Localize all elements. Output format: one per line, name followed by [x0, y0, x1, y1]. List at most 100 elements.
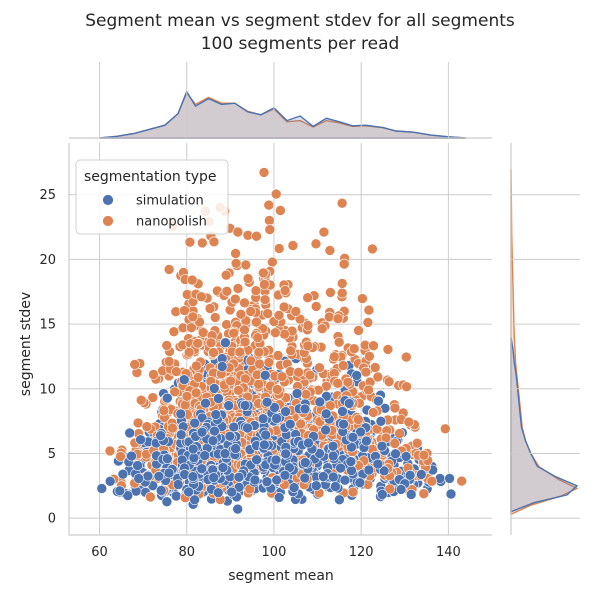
nanopolish-point [181, 390, 193, 402]
simulation-point [273, 492, 285, 503]
simulation-point [279, 469, 291, 481]
nanopolish-point [262, 308, 274, 319]
nanopolish-point [240, 373, 251, 385]
y-tick-labels: 0 5 10 15 20 25 [39, 188, 56, 526]
nanopolish-point [270, 188, 282, 200]
simulation-point [104, 475, 116, 487]
x-tick-label: 120 [349, 545, 374, 560]
nanopolish-point [418, 449, 430, 461]
nanopolish-point [264, 224, 276, 235]
y-tick-label: 0 [48, 512, 56, 527]
simulation-point [404, 469, 416, 481]
nanopolish-point [266, 256, 278, 268]
nanopolish-point [400, 351, 412, 363]
nanopolish-point [287, 240, 299, 251]
nanopolish-point [253, 378, 265, 390]
nanopolish-point [302, 320, 314, 331]
simulation-point [445, 488, 457, 500]
nanopolish-point [145, 491, 156, 503]
nanopolish-point [208, 236, 220, 248]
simulation-point [170, 490, 182, 502]
nanopolish-point [186, 322, 197, 334]
simulation-point [354, 477, 366, 489]
nanopolish-point [171, 366, 182, 377]
nanopolish-point [372, 371, 384, 383]
legend-label-nanopolish: nanopolish [136, 215, 207, 230]
nanopolish-point [332, 377, 344, 389]
nanopolish-point [368, 340, 379, 352]
simulation-point [187, 443, 199, 455]
nanopolish-point [251, 316, 262, 328]
simulation-point [212, 487, 224, 499]
simulation-points-overlay [104, 337, 427, 508]
simulation-point [355, 426, 366, 438]
nanopolish-point [336, 287, 348, 299]
simulation-point [346, 465, 357, 476]
nanopolish-point [318, 226, 330, 238]
simulation-point [187, 471, 199, 482]
nanopolish-point [394, 428, 405, 439]
nanopolish-point [251, 230, 262, 242]
simulation-point [314, 396, 326, 408]
simulation-point [210, 409, 222, 420]
nanopolish-point [179, 399, 191, 411]
nanopolish-point [209, 312, 221, 323]
simulation-point [224, 430, 236, 442]
y-tick-label: 5 [48, 447, 56, 462]
nanopolish-point [221, 285, 233, 297]
nanopolish-point [163, 264, 175, 275]
simulation-point [347, 431, 359, 443]
simulation-point [259, 369, 271, 381]
simulation-point [327, 471, 339, 483]
nanopolish-point [352, 414, 364, 425]
simulation-point [261, 396, 273, 408]
nanopolish-point [179, 305, 190, 316]
nanopolish-point [129, 359, 140, 370]
simulation-point [155, 485, 167, 496]
simulation-point [291, 388, 303, 399]
nanopolish-point [115, 451, 126, 462]
nanopolish-point [304, 369, 316, 381]
nanopolish-point [310, 238, 322, 250]
nanopolish-point [302, 340, 314, 352]
simulation-point [133, 473, 144, 484]
nanopolish-point [239, 336, 251, 348]
nanopolish-point [285, 345, 297, 357]
nanopolish-point [279, 328, 290, 340]
nanopolish-point [258, 267, 269, 279]
simulation-point [219, 448, 231, 459]
simulation-point [280, 448, 292, 460]
nanopolish-point [271, 384, 283, 395]
nanopolish-point [141, 421, 153, 432]
nanopolish-point [360, 366, 372, 378]
simulation-point [233, 471, 245, 483]
nanopolish-point [197, 327, 209, 338]
x-axis-label: segment mean [228, 568, 334, 584]
nanopolish-point [250, 285, 262, 297]
legend-marker-simulation [102, 194, 114, 206]
simulation-point [209, 425, 220, 437]
simulation-point [189, 417, 200, 429]
y-tick-label: 10 [39, 382, 56, 397]
simulation-point [415, 469, 427, 480]
nanopolish-point [254, 358, 265, 370]
simulation-point [155, 430, 166, 441]
simulation-point [320, 424, 331, 436]
nanopolish-point [230, 257, 242, 269]
nanopolish-point [273, 309, 285, 321]
simulation-point [299, 457, 311, 468]
nanopolish-point [158, 405, 170, 416]
chart-title-line-2: 100 segments per read [201, 34, 400, 54]
nanopolish-point [187, 311, 199, 323]
nanopolish-point [314, 362, 325, 374]
simulation-point [132, 460, 143, 471]
nanopolish-point [389, 438, 401, 449]
nanopolish-point [401, 381, 412, 393]
nanopolish-point [369, 362, 381, 373]
nanopolish-point [336, 278, 348, 289]
simulation-point [96, 483, 108, 494]
simulation-point [260, 429, 272, 441]
simulation-right-kde [510, 336, 579, 513]
simulation-point [226, 486, 237, 498]
